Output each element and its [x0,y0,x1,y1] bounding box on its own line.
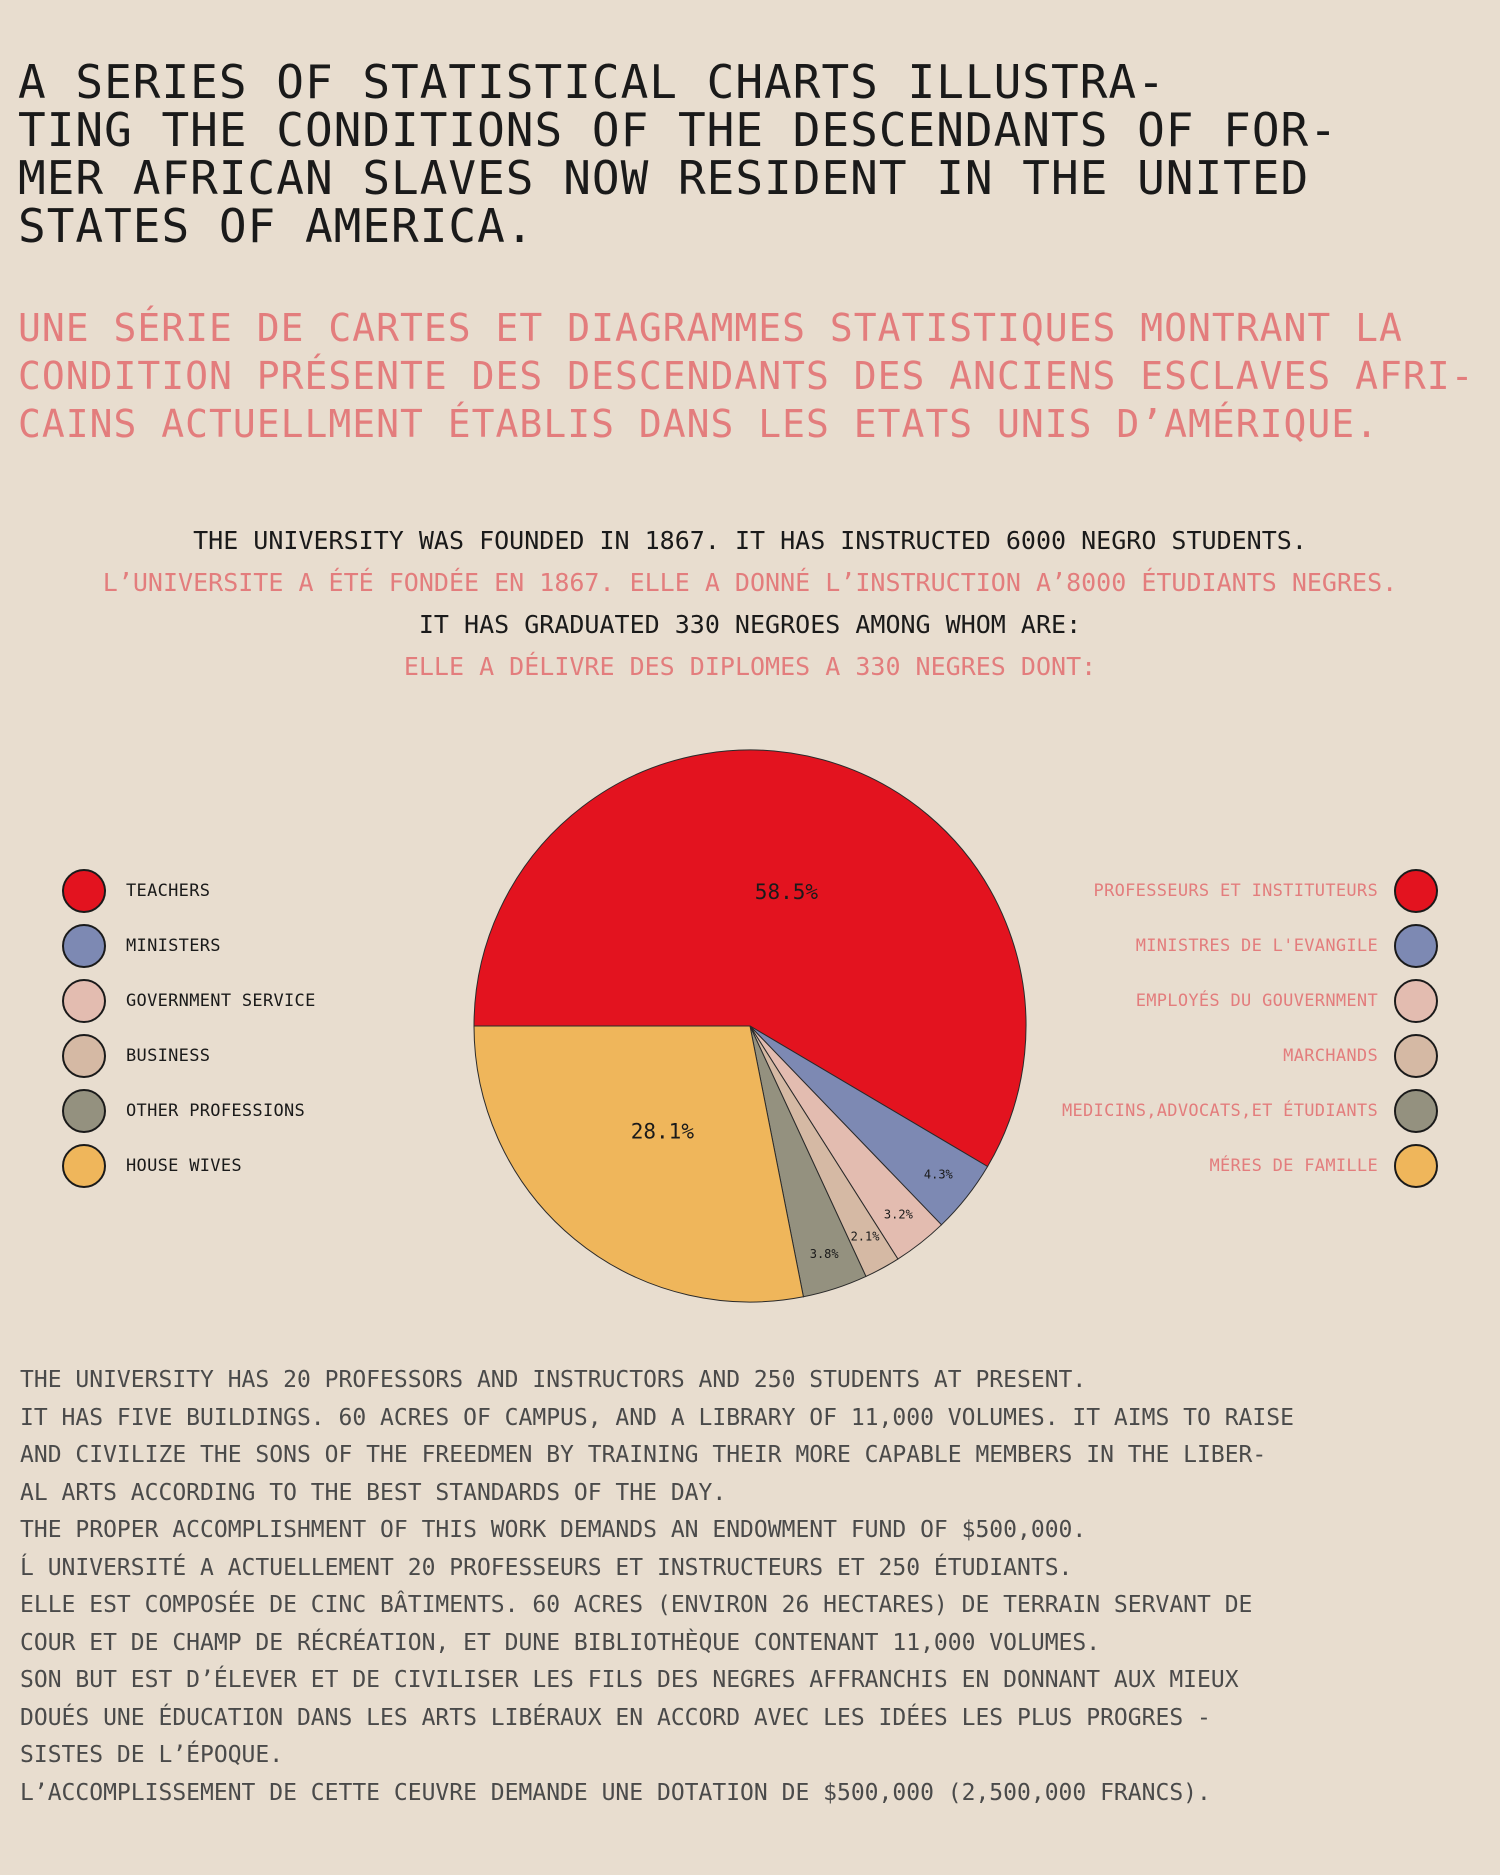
swatch-house-wives [62,1143,106,1188]
pie-label-business: 2.1% [851,1229,881,1243]
swatch-marchands [1394,1033,1438,1078]
legend-label-marchands: MARCHANDS [1283,1045,1378,1066]
swatch-teachers [62,868,106,913]
legend-item-other-professions: OTHER PROFESSIONS [62,1083,316,1138]
legend-label-government-service: GOVERNMENT SERVICE [126,990,316,1011]
pie-label-government-service: 3.2% [884,1207,914,1221]
legend-item-meres: MÉRES DE FAMILLE [1062,1138,1438,1193]
legend-label-ministers: MINISTERS [126,935,221,956]
legend-label-business: BUSINESS [126,1045,211,1066]
pie-label-house-wives: 28.1% [631,1120,695,1144]
pie-label-other-professions: 3.8% [810,1247,840,1261]
intro-block: THE UNIVERSITY WAS FOUNDED IN 1867. IT H… [0,520,1500,688]
legend-item-medicins: MEDICINS,ADVOCATS,ET ÉTUDIANTS [1062,1083,1438,1138]
legend-label-house-wives: HOUSE WIVES [126,1155,242,1176]
legend-item-employes: EMPLOYÉS DU GOUVERNMENT [1062,973,1438,1028]
note-paragraph: IT HAS FIVE BUILDINGS. 60 ACRES OF CAMPU… [20,1404,1294,1506]
note-paragraph: L’ACCOMPLISSEMENT DE CETTE CEUVRE DEMAND… [20,1779,1211,1806]
legend-label-medicins: MEDICINS,ADVOCATS,ET ÉTUDIANTS [1061,1100,1378,1121]
legend-item-house-wives: HOUSE WIVES [62,1138,316,1193]
legend-item-marchands: MARCHANDS [1062,1028,1438,1083]
legend-item-teachers: TEACHERS [62,863,316,918]
note-paragraph: ELLE EST COMPOSÉE DE CINC BÂTIMENTS. 60 … [20,1592,1253,1656]
pie-label-ministers: 4.3% [924,1167,954,1181]
swatch-other-professions [62,1088,106,1133]
swatch-ministres [1394,923,1438,968]
intro-line1-fr: L’UNIVERSITE A ÉTÉ FONDÉE EN 1867. ELLE … [102,568,1398,597]
legend-label-other-professions: OTHER PROFESSIONS [126,1100,306,1121]
note-paragraph: THE UNIVERSITY HAS 20 PROFESSORS AND INS… [20,1367,1087,1393]
pie-slice-teachers [473,749,1027,1168]
legend-item-ministers: MINISTERS [62,918,316,973]
pie-slice-house-wives [473,1025,805,1303]
swatch-government-service [62,978,106,1023]
swatch-meres [1394,1143,1438,1188]
note-paragraph: SON BUT EST D’ÉLEVER ET DE CIVILISER LES… [20,1667,1239,1768]
intro-line2-fr: ELLE A DÉLIVRE DES DIPLOMES A 330 NEGRES… [403,652,1097,681]
legend-label-professeurs: PROFESSEURS ET INSTITUTEURS [1093,880,1378,901]
legend-item-ministres: MINISTRES DE L'EVANGILE [1062,918,1438,973]
swatch-ministers [62,923,106,968]
legend-label-employes: EMPLOYÉS DU GOUVERNMENT [1135,990,1378,1011]
swatch-professeurs [1394,868,1438,913]
legend-item-professeurs: PROFESSEURS ET INSTITUTEURS [1062,863,1438,918]
legend-item-government-service: GOVERNMENT SERVICE [62,973,316,1028]
notes-block: THE UNIVERSITY HAS 20 PROFESSORS AND INS… [20,1362,1480,1812]
intro-line2-en: IT HAS GRADUATED 330 NEGROES AMONG WHOM … [418,610,1082,639]
note-paragraph: THE PROPER ACCOMPLISHMENT OF THIS WORK D… [20,1517,1087,1543]
note-paragraph: Ĺ UNIVERSITÉ A ACTUELLEMENT 20 PROFESSEU… [20,1554,1073,1581]
title-english: A SERIES OF STATISTICAL CHARTS ILLUSTRA-… [18,55,1338,253]
swatch-medicins [1394,1088,1438,1133]
legend-label-teachers: TEACHERS [126,880,211,901]
legend-french: PROFESSEURS ET INSTITUTEURS MINISTRES DE… [1062,863,1438,1193]
title-french: UNE SÉRIE DE CARTES ET DIAGRAMMES STATIS… [18,306,1475,446]
swatch-business [62,1033,106,1078]
legend-item-business: BUSINESS [62,1028,316,1083]
swatch-employes [1394,978,1438,1023]
legend-label-meres: MÉRES DE FAMILLE [1209,1155,1378,1176]
legend-english: TEACHERS MINISTERS GOVERNMENT SERVICE BU… [62,863,316,1193]
intro-line1-en: THE UNIVERSITY WAS FOUNDED IN 1867. IT H… [193,526,1307,555]
legend-label-ministres: MINISTRES DE L'EVANGILE [1135,935,1378,956]
pie-label-teachers: 58.5% [755,880,819,904]
